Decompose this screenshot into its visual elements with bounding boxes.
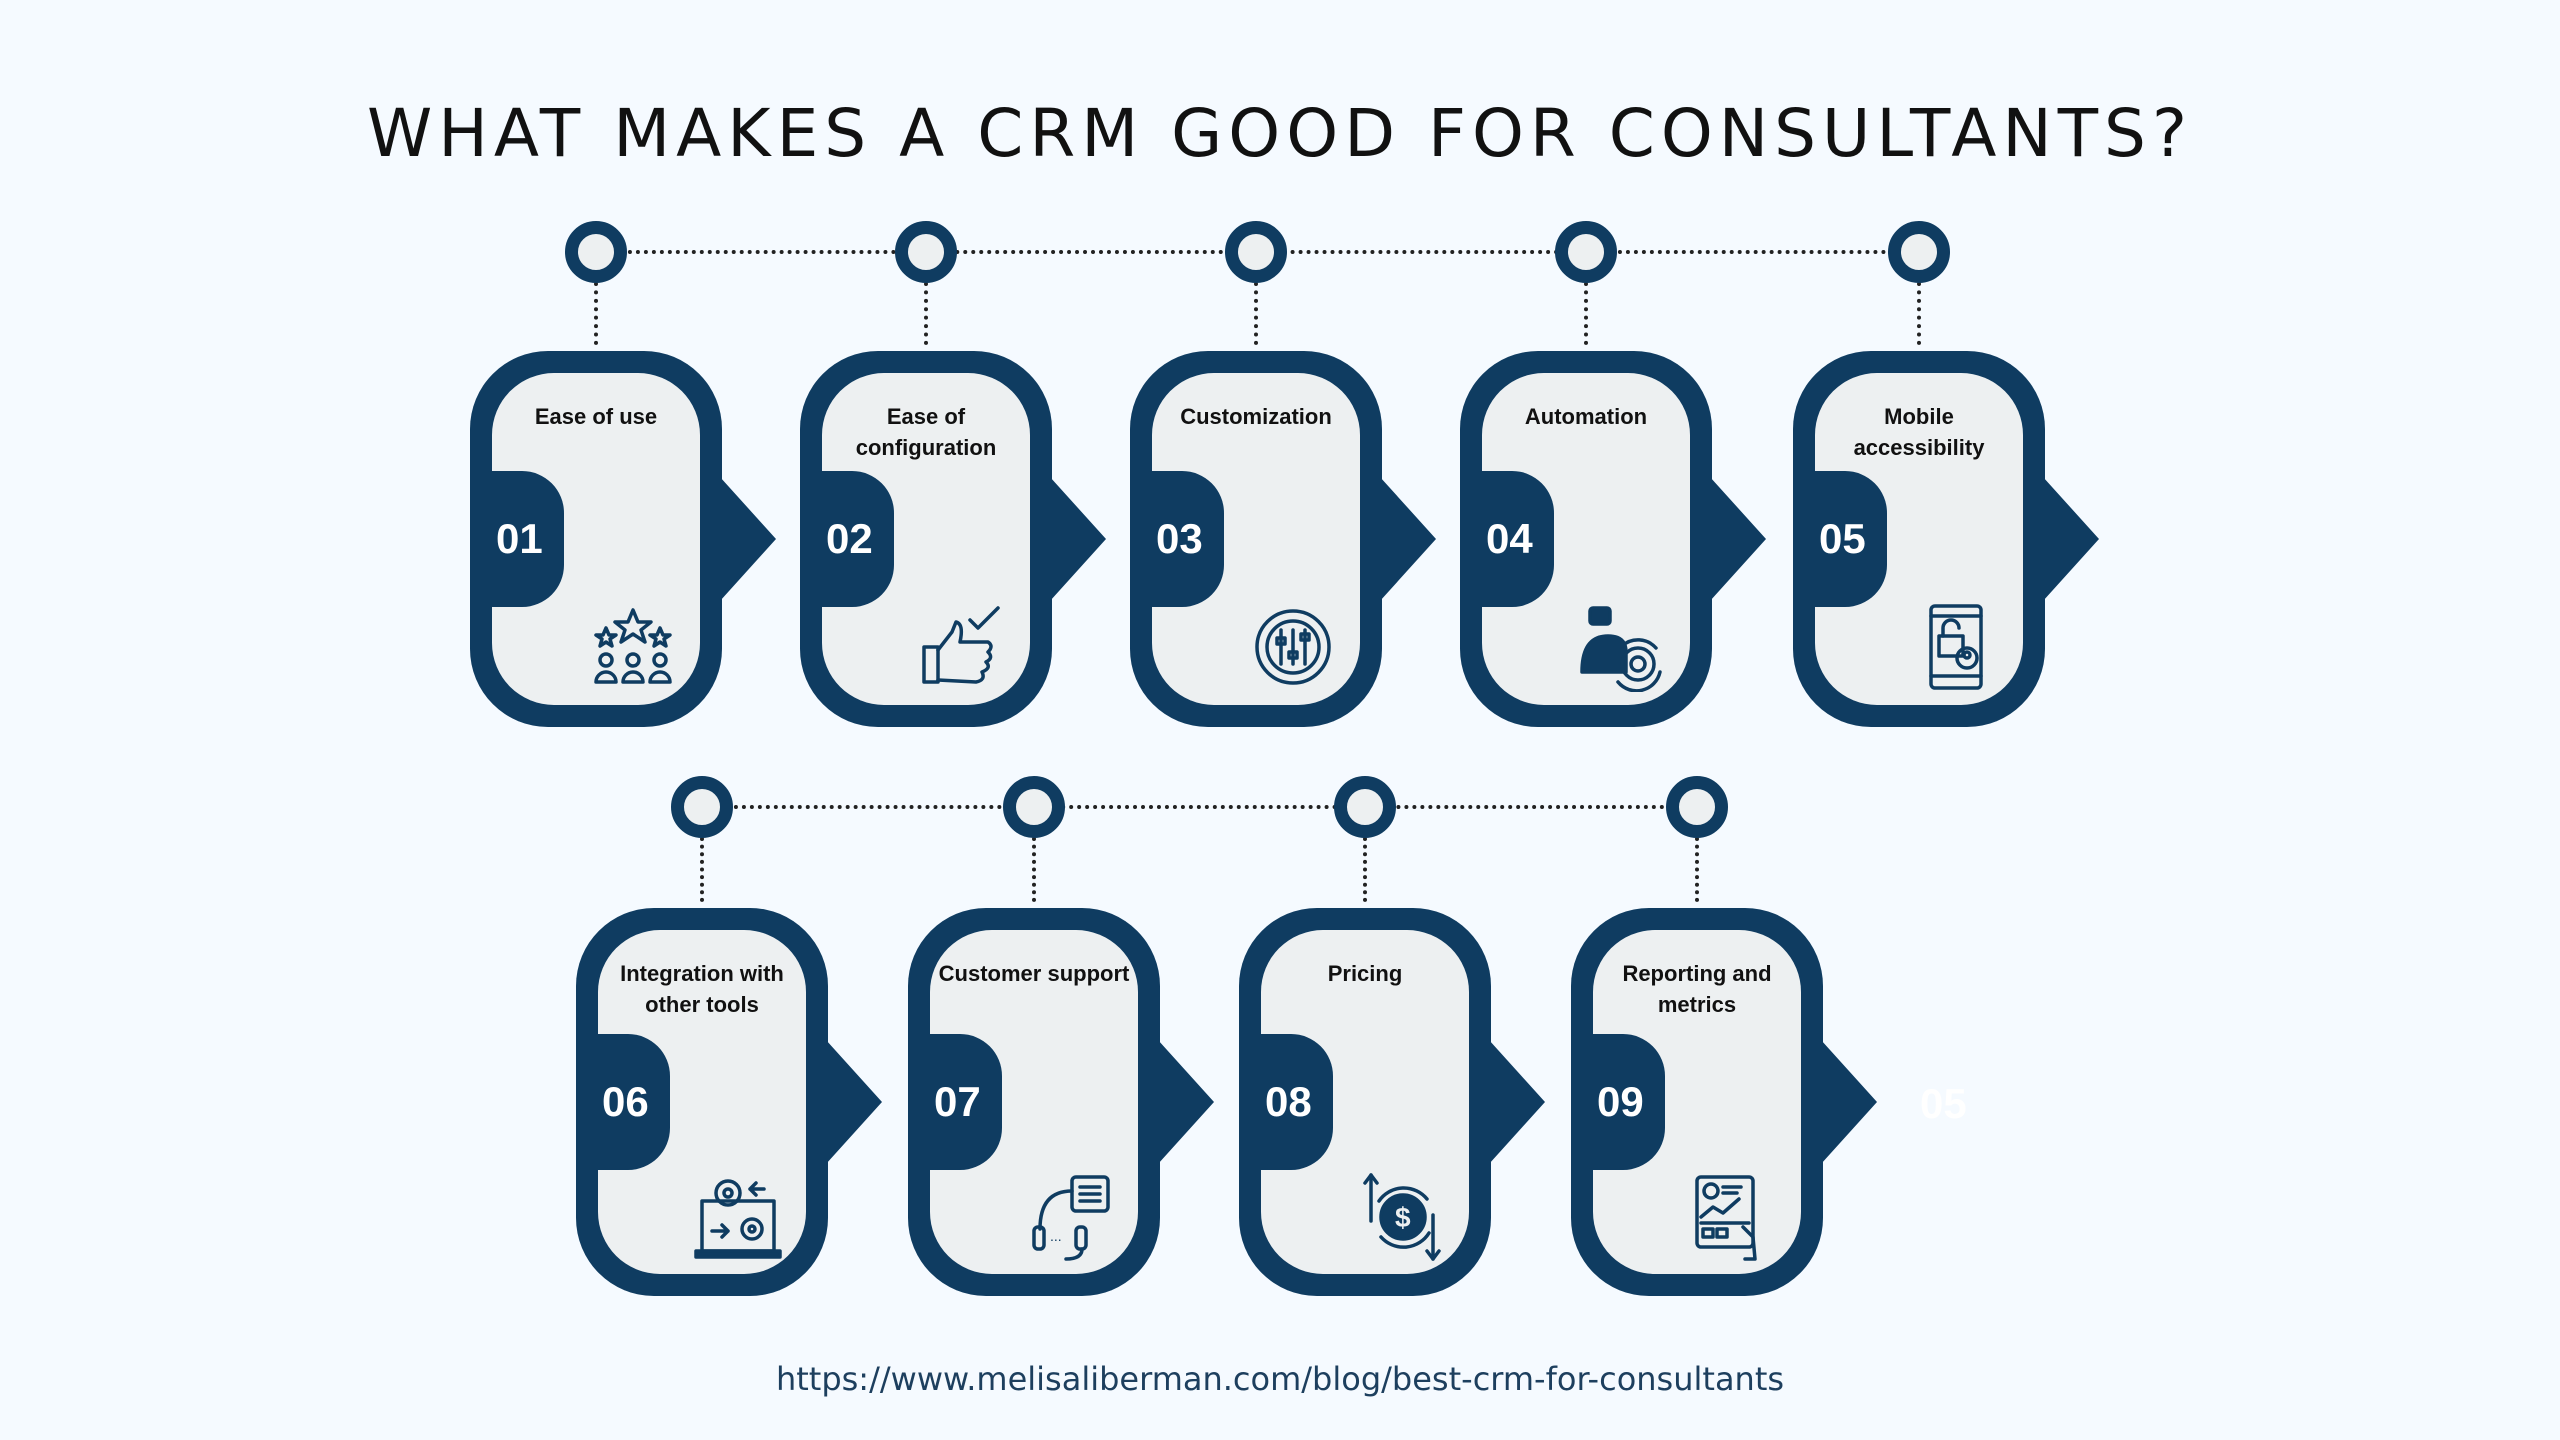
connector-line bbox=[594, 282, 598, 345]
number-tab bbox=[492, 471, 564, 607]
step-number: 09 bbox=[1597, 1078, 1644, 1125]
report-dashboard-icon bbox=[1695, 1175, 1757, 1261]
timeline-node bbox=[1003, 776, 1065, 838]
step-number: 03 bbox=[1156, 515, 1203, 562]
number-tab bbox=[1482, 471, 1554, 607]
headset-chat-icon: ... bbox=[1032, 1175, 1110, 1261]
svg-text:$: $ bbox=[1395, 1202, 1411, 1233]
timeline-node bbox=[895, 221, 957, 283]
step-card: 06 Integration with other tools bbox=[576, 908, 882, 1296]
connector-line bbox=[1254, 282, 1258, 345]
timeline-node bbox=[1225, 221, 1287, 283]
step-card: 02 Ease of configuration bbox=[800, 351, 1106, 727]
step-title: Reporting and metrics bbox=[1622, 961, 1772, 1017]
number-tab bbox=[1261, 1034, 1333, 1170]
arrow-pointer bbox=[1821, 1040, 1877, 1164]
source-url[interactable]: https://www.melisaliberman.com/blog/best… bbox=[775, 1360, 1785, 1398]
number-tab bbox=[1815, 471, 1887, 607]
step-title: Ease of configuration bbox=[855, 404, 997, 460]
connector-line bbox=[1695, 837, 1699, 902]
robot-gear-icon bbox=[1580, 606, 1662, 692]
arrow-pointer bbox=[2043, 477, 2099, 601]
step-title: Ease of use bbox=[534, 404, 658, 429]
step-card: 04 Automation bbox=[1460, 351, 1766, 727]
step-card: 09 Reporting and metrics bbox=[1571, 908, 1877, 1296]
arrow-pointer bbox=[826, 1040, 882, 1164]
step-card: 01 Ease of use bbox=[470, 351, 776, 727]
step-number: 07 bbox=[934, 1078, 981, 1125]
step-card: 05 Mobile accessibility bbox=[1793, 351, 2099, 727]
arrow-pointer bbox=[1050, 477, 1106, 601]
timeline-node bbox=[565, 221, 627, 283]
connector-line bbox=[702, 805, 1697, 809]
mobile-lock-icon bbox=[1929, 604, 1983, 690]
timeline-node bbox=[671, 776, 733, 838]
arrow-pointer bbox=[1158, 1040, 1214, 1164]
step-card: 07 Customer support ... bbox=[908, 908, 1214, 1296]
svg-text:...: ... bbox=[1050, 1228, 1062, 1244]
number-tab bbox=[598, 1034, 670, 1170]
stars-people-icon bbox=[594, 608, 672, 684]
step-number: 01 bbox=[496, 515, 543, 562]
step-title: Customization bbox=[1180, 404, 1332, 429]
dollar-cycle-icon: $ bbox=[1363, 1173, 1441, 1261]
step-number: 06 bbox=[602, 1078, 649, 1125]
arrow-pointer bbox=[720, 477, 776, 601]
step-card: 03 Customization bbox=[1130, 351, 1436, 727]
arrow-pointer bbox=[1489, 1040, 1545, 1164]
timeline-node bbox=[1888, 221, 1950, 283]
step-title: Customer support bbox=[938, 961, 1130, 986]
step-number: 08 bbox=[1265, 1078, 1312, 1125]
number-tab bbox=[930, 1034, 1002, 1170]
number-tab bbox=[1593, 1034, 1665, 1170]
arrow-pointer bbox=[1380, 477, 1436, 601]
step-title: Integration with other tools bbox=[620, 961, 784, 1017]
connector-line bbox=[700, 837, 704, 902]
timeline-node bbox=[1334, 776, 1396, 838]
step-number: 04 bbox=[1486, 515, 1533, 562]
step-title: Automation bbox=[1524, 404, 1648, 429]
step-number: 02 bbox=[826, 515, 873, 562]
ghost-number: 05 bbox=[1920, 1080, 1967, 1127]
connector-line bbox=[924, 282, 928, 345]
timeline-node bbox=[1666, 776, 1728, 838]
page-title: WHAT MAKES A CRM GOOD FOR CONSULTANTS? bbox=[367, 95, 2193, 172]
step-title: Pricing bbox=[1327, 961, 1403, 986]
connector-line bbox=[1584, 282, 1588, 345]
connector-line bbox=[1032, 837, 1036, 902]
step-card: 08 Pricing $ bbox=[1239, 908, 1545, 1296]
gear-sliders-icon bbox=[1255, 609, 1331, 685]
connector-line bbox=[1917, 282, 1921, 345]
number-tab bbox=[822, 471, 894, 607]
laptop-gears-icon bbox=[694, 1179, 782, 1259]
timeline-node bbox=[1555, 221, 1617, 283]
step-title: Mobile accessibility bbox=[1853, 404, 1985, 460]
step-number: 05 bbox=[1819, 515, 1866, 562]
thumbs-up-check-icon bbox=[922, 606, 1000, 684]
connector-line bbox=[1363, 837, 1367, 902]
number-tab bbox=[1152, 471, 1224, 607]
arrow-pointer bbox=[1710, 477, 1766, 601]
